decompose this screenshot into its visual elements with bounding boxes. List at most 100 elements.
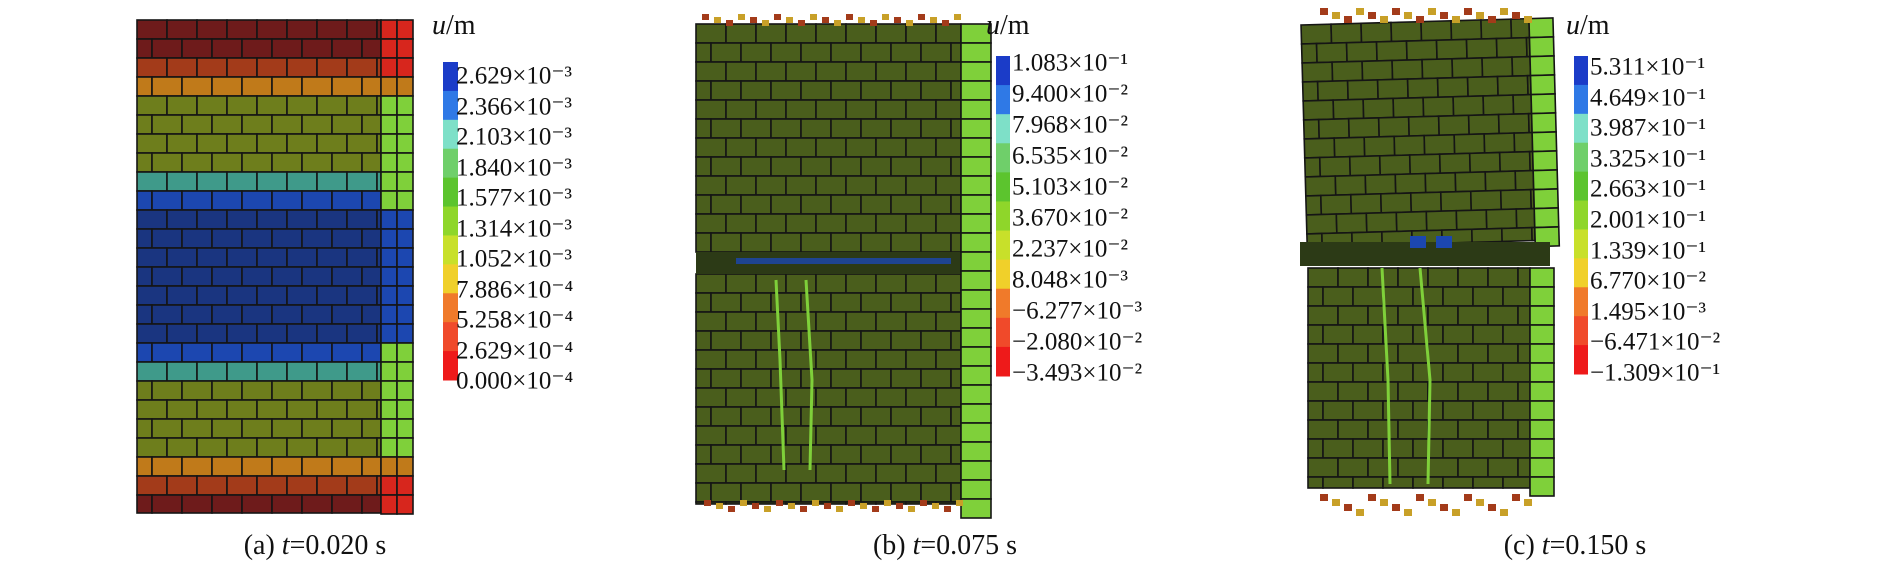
debris-piece <box>1464 494 1472 501</box>
caption-var-b: t <box>912 530 921 561</box>
edge-brick <box>380 209 398 230</box>
brick <box>136 38 153 59</box>
edge-brick <box>1529 305 1555 326</box>
brick <box>725 99 757 120</box>
brick <box>875 425 907 446</box>
brick <box>1514 169 1535 191</box>
brick <box>695 213 727 234</box>
brick <box>875 213 907 234</box>
brick <box>725 387 757 408</box>
brick <box>1483 132 1516 154</box>
brick <box>151 494 183 514</box>
legend-label: 1.840×10⁻³ <box>456 154 573 181</box>
brick <box>755 273 787 294</box>
brick <box>181 456 213 477</box>
edge-brick <box>1529 362 1555 383</box>
brick <box>905 425 937 446</box>
debris-piece <box>812 500 819 506</box>
debris-piece <box>858 17 865 23</box>
brick <box>1307 362 1324 383</box>
edge-brick <box>380 456 398 477</box>
brick <box>1337 343 1369 364</box>
brick <box>875 273 907 294</box>
brick <box>695 80 712 101</box>
brick <box>1301 61 1334 83</box>
edge-brick <box>1529 286 1555 307</box>
legend-label: 2.629×10⁻³ <box>456 62 573 90</box>
brick <box>196 171 228 192</box>
brick <box>1502 324 1531 345</box>
debris-piece <box>1476 499 1484 506</box>
debris-piece <box>834 20 841 26</box>
brick <box>755 61 787 82</box>
brick <box>695 368 712 389</box>
edge-brick <box>1529 55 1556 77</box>
brick <box>740 232 772 253</box>
brick <box>1500 226 1533 243</box>
brick <box>920 482 952 503</box>
brick <box>710 232 742 253</box>
brick <box>1466 75 1499 98</box>
brick <box>710 482 742 503</box>
wall-contour-c <box>1300 8 1588 516</box>
edge-brick <box>380 304 398 325</box>
edge-brick <box>1533 207 1560 229</box>
legend-label: 0.000×10⁻⁴ <box>456 367 574 395</box>
brick <box>950 194 962 215</box>
brick <box>1322 476 1354 489</box>
edge-brick <box>1529 324 1555 345</box>
brick <box>136 114 153 135</box>
brick <box>181 418 213 439</box>
brick <box>196 95 228 116</box>
brick <box>271 494 303 514</box>
brick <box>710 444 742 465</box>
edge-brick <box>960 479 992 500</box>
brick <box>755 311 787 332</box>
brick <box>346 133 378 154</box>
colorbar-segment <box>996 85 1010 115</box>
colorbar-segment <box>1574 171 1588 202</box>
brick <box>181 228 213 249</box>
brick <box>830 232 862 253</box>
brick <box>920 406 952 427</box>
brick <box>181 304 213 325</box>
brick <box>845 463 877 484</box>
brick <box>830 330 862 351</box>
debris-piece <box>1488 504 1496 511</box>
brick <box>1436 76 1469 99</box>
brick <box>695 349 727 370</box>
edge-brick <box>960 137 992 158</box>
brick <box>1502 438 1531 459</box>
edge-brick <box>1528 36 1555 58</box>
debris-piece <box>848 500 855 506</box>
brick <box>1457 457 1489 478</box>
brick <box>935 61 962 82</box>
brick <box>226 323 258 344</box>
brick <box>136 418 153 439</box>
debris-piece <box>1356 8 1364 15</box>
edge-brick <box>396 19 414 40</box>
brick <box>226 209 258 230</box>
brick <box>226 133 258 154</box>
brick <box>226 437 258 458</box>
debris-piece <box>716 503 723 509</box>
brick <box>920 42 952 63</box>
brick <box>740 406 772 427</box>
brick <box>1322 362 1354 383</box>
brick <box>256 437 288 458</box>
brick <box>1487 457 1519 478</box>
edge-brick <box>960 99 992 120</box>
brick <box>286 247 318 268</box>
brick <box>346 209 378 230</box>
edge-brick <box>380 171 398 192</box>
brick <box>211 38 243 59</box>
brick <box>256 95 288 116</box>
brick <box>166 171 198 192</box>
brick <box>241 304 273 325</box>
brick <box>830 368 862 389</box>
edge-brick <box>1532 169 1559 191</box>
brick <box>890 406 922 427</box>
edge-brick <box>396 95 414 116</box>
brick <box>1482 94 1515 116</box>
debris-piece <box>1500 8 1508 15</box>
